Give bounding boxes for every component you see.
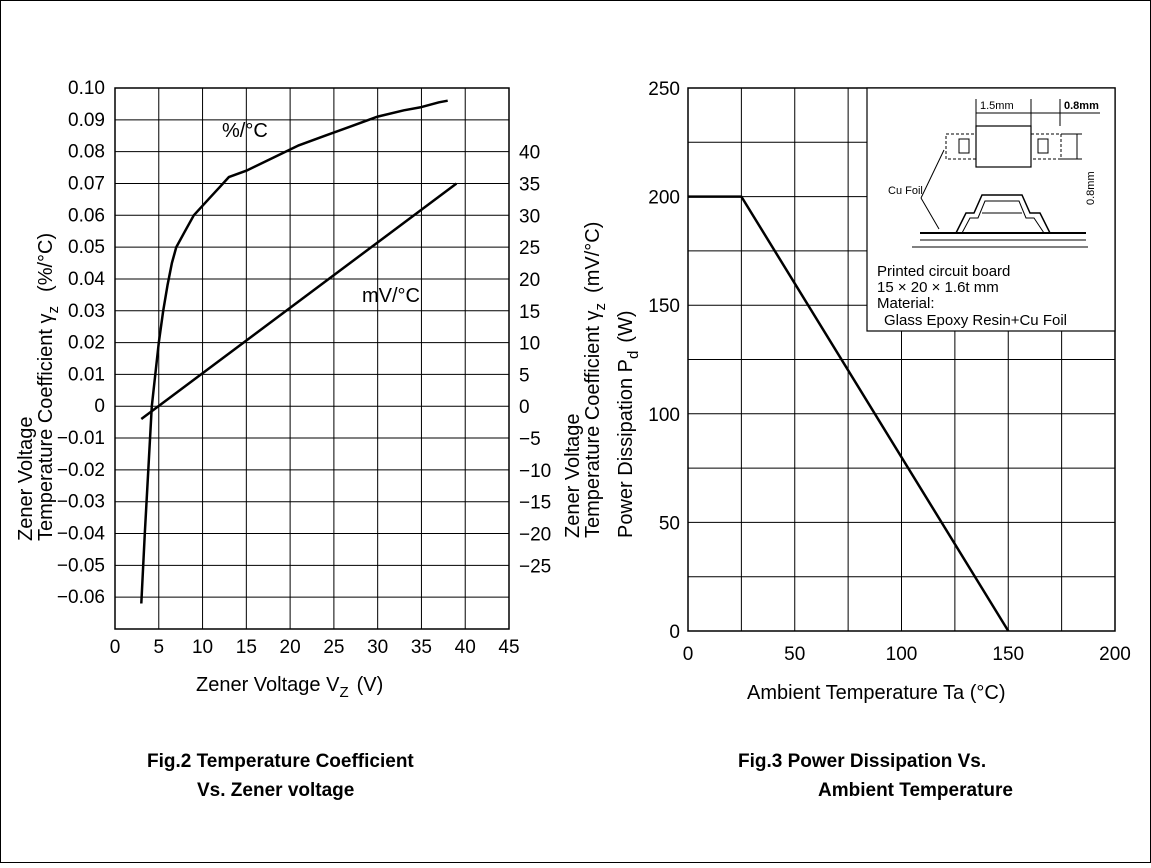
fig2-y-left-tick-label: −0.02: [57, 460, 105, 481]
fig2-y-right-title-line2: Temperature Coefficient γz(mV/°C): [582, 222, 609, 538]
fig2-y-left-tick-label: 0.07: [68, 173, 105, 194]
fig2-series-percent-line: [140, 99, 448, 604]
inset-board-line1: Printed circuit board: [877, 263, 1010, 280]
fig2-plot-border: [114, 87, 510, 630]
fig2-caption-line2: Vs. Zener voltage: [197, 780, 354, 801]
fig3-x-tick-label: 50: [784, 644, 805, 665]
fig2-y-right-tick-label: 10: [519, 334, 540, 355]
fig2-caption-line1: Fig.2 Temperature Coefficient: [147, 751, 414, 772]
fig3-x-tick-label: 0: [683, 644, 694, 665]
inset-dim-height: 0.8mm: [1085, 171, 1097, 205]
fig2-chart: 0 5 10 15 20 25 30 35 40 45 0.100.090.080.070.060…: [15, 78, 609, 801]
fig2-x-tick-label: 20: [280, 637, 301, 658]
fig2-x-tick-label: 10: [192, 637, 213, 658]
fig2-grid: [115, 88, 509, 629]
fig3-x-tick-label: 200: [1099, 644, 1131, 665]
fig2-y-right-axis-title: Zener Voltage Temperature Coefficient γz…: [562, 222, 609, 538]
fig3-y-title-text: Power Dissipation Pd(W): [615, 310, 642, 538]
fig2-y-right-tick-label: 35: [519, 174, 540, 195]
fig3-y-tick-label: 100: [648, 405, 680, 426]
fig2-y-left-tick-labels: 0.10 0.09 0.08 0.07 0.06 0.05 0.04 0.03 0.02 0.01…: [57, 78, 106, 608]
fig2-y-left-tick-label: 0.05: [68, 237, 105, 258]
fig2-y-left-tick-label: 0.03: [68, 301, 105, 322]
fig2-y-right-tick-label: −25: [519, 556, 551, 577]
fig2-y-left-tick-label: −0.05: [57, 555, 105, 576]
fig2-x-axis-title: Zener Voltage VZ (V): [196, 674, 383, 701]
fig2-x-tick-labels: 0 5 10 15 20 25 30 35 40 45: [110, 637, 520, 658]
fig3-caption-line2: Ambient Temperature: [818, 780, 1013, 801]
fig3-chart: 0 50 100 150 200 250 200 150 100 50 0 1.5mm 0.8mm: [615, 79, 1131, 801]
fig3-y-axis-title: Power Dissipation Pd(W): [615, 310, 642, 538]
right-pad: [1030, 133, 1062, 160]
fig2-y-left-title-line2: Temperature Coefficient γz(%/°C): [35, 233, 62, 541]
fig3-x-axis-title: Ambient Temperature Ta (°C): [747, 682, 1005, 704]
fig2-x-tick-label: 25: [323, 637, 344, 658]
fig2-y-right-tick-label: 20: [519, 270, 540, 291]
inset-dim-gap: 0.8mm: [1064, 100, 1099, 112]
fig2-series-label-percent: %/°C: [222, 120, 268, 142]
fig2-y-left-tick-label: 0.08: [68, 142, 105, 163]
fig2-x-tick-label: 40: [455, 637, 476, 658]
fig2-y-right-tick-label: 40: [519, 143, 540, 164]
fig2-y-left-tick-label: 0.04: [68, 269, 105, 290]
fig2-y-right-tick-label: 30: [519, 206, 540, 227]
fig2-y-right-title-line1: Zener Voltage: [562, 413, 584, 538]
fig3-y-tick-label: 0: [669, 622, 680, 643]
fig3-x-tick-labels: 0 50 100 150 200: [683, 644, 1131, 665]
fig2-y-right-tick-labels: 40 35 30 25 20 15 10 5 0 −5 −10 −15 −20 −25: [519, 143, 551, 578]
fig2-y-right-tick-label: 15: [519, 302, 540, 323]
fig2-y-right-tick-label: 25: [519, 238, 540, 259]
package-side-view: [955, 194, 1051, 234]
fig2-y-left-tick-label: −0.01: [57, 428, 105, 449]
fig2-x-tick-label: 45: [498, 637, 519, 658]
fig2-y-left-tick-label: 0.01: [68, 364, 105, 385]
fig2-y-left-tick-label: −0.03: [57, 492, 105, 513]
fig2-y-right-tick-label: −10: [519, 461, 551, 482]
fig3-x-tick-label: 100: [886, 644, 918, 665]
fig2-y-left-tick-label: 0: [94, 396, 105, 417]
fig2-series-group: [140, 99, 458, 604]
fig2-y-right-tick-label: 5: [519, 365, 530, 386]
fig3-y-tick-label: 250: [648, 79, 680, 100]
fig2-x-tick-label: 0: [110, 637, 121, 658]
fig2-y-left-tick-label: 0.10: [68, 78, 105, 99]
fig3-y-tick-label: 150: [648, 296, 680, 317]
fig2-y-right-tick-label: 0: [519, 397, 530, 418]
fig3-y-tick-label: 200: [648, 188, 680, 209]
fig2-x-tick-label: 35: [411, 637, 432, 658]
fig2-y-right-tick-label: −15: [519, 493, 551, 514]
fig2-series-mv-line: [140, 182, 458, 421]
fig2-y-left-tick-label: 0.06: [68, 205, 105, 226]
inset-dim-width: 1.5mm: [980, 100, 1014, 112]
fig3-derating-line: [688, 195, 1010, 632]
fig2-y-left-axis-title: Zener Voltage Temperature Coefficient γz…: [15, 233, 62, 541]
fig2-x-tick-label: 15: [236, 637, 257, 658]
fig2-x-tick-label: 30: [367, 637, 388, 658]
fig3-x-tick-label: 150: [992, 644, 1024, 665]
inset-foil-label: Cu Foil: [888, 185, 923, 197]
fig2-series-label-mv: mV/°C: [362, 285, 420, 307]
right-lead: [1037, 138, 1049, 154]
fig2-y-left-tick-label: −0.06: [57, 587, 105, 608]
package-top-view: [975, 125, 1032, 168]
fig3-series-group: [688, 195, 1010, 632]
fig2-y-left-title-line1: Zener Voltage: [15, 416, 37, 541]
fig3-y-tick-labels: 250 200 150 100 50 0: [648, 79, 680, 643]
fig2-x-tick-label: 5: [153, 637, 164, 658]
fig2-y-left-tick-label: −0.04: [57, 524, 106, 545]
left-lead: [958, 138, 970, 154]
inset-board-line4: Glass Epoxy Resin+Cu Foil: [884, 312, 1067, 329]
inset-board-line3: Material:: [877, 295, 935, 312]
fig3-caption-line1: Fig.3 Power Dissipation Vs.: [738, 751, 986, 772]
inset-board-line2: 15 × 20 × 1.6t mm: [877, 279, 999, 296]
fig2-y-left-tick-label: 0.02: [68, 333, 105, 354]
fig2-y-right-tick-label: −20: [519, 525, 551, 546]
fig3-y-tick-label: 50: [659, 513, 680, 534]
left-pad: [945, 133, 977, 160]
fig2-y-right-tick-label: −5: [519, 429, 541, 450]
fig3-inset-diagram: 1.5mm 0.8mm 0.8mm Cu Foil P: [866, 87, 1116, 332]
fig2-y-left-tick-label: 0.09: [68, 110, 105, 131]
